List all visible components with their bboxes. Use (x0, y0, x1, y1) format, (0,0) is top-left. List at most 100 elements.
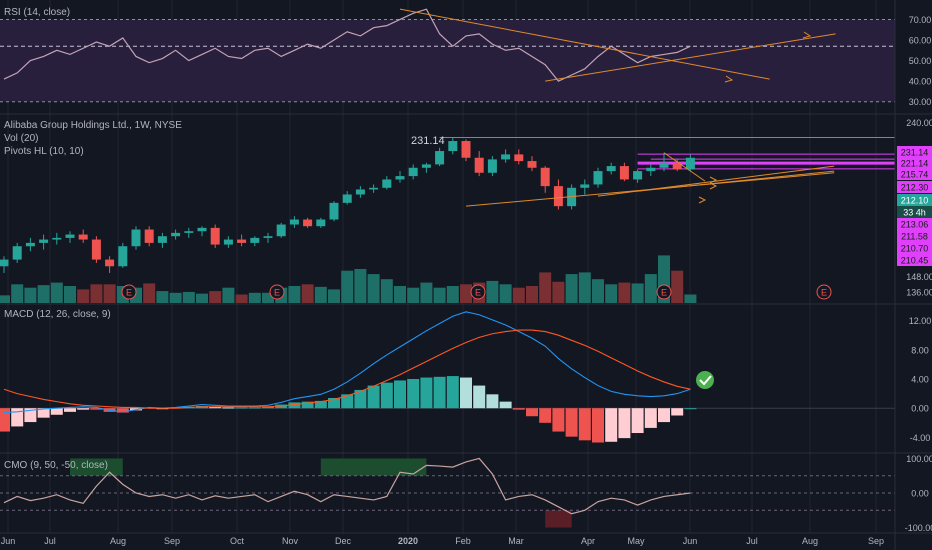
rsi-tick-label: 50.00 (909, 56, 932, 66)
candle-body[interactable] (461, 141, 471, 158)
candle-body[interactable] (408, 167, 418, 177)
candle-body[interactable] (514, 154, 524, 162)
price-tag-label: 212.10 (901, 196, 929, 206)
candle-body[interactable] (263, 236, 273, 238)
candle-body[interactable] (157, 236, 167, 243)
price-tag[interactable] (897, 157, 932, 169)
candle-body[interactable] (355, 189, 365, 195)
price-tag[interactable] (897, 230, 932, 242)
earnings-icon[interactable] (656, 284, 672, 300)
rsi-pane[interactable] (0, 8, 895, 103)
volume-bar (182, 291, 195, 303)
price-tag[interactable] (897, 218, 932, 230)
candle-body[interactable] (646, 167, 656, 172)
candlestick-series[interactable] (0, 137, 695, 273)
time-axis-label: Jul (746, 536, 758, 546)
price-trendlines[interactable] (465, 152, 835, 207)
candle-body[interactable] (78, 234, 88, 240)
candle-body[interactable] (448, 141, 458, 152)
cmo-line[interactable] (3, 457, 691, 515)
price-tag[interactable] (897, 242, 932, 254)
candle-body[interactable] (276, 224, 286, 237)
candle-body[interactable] (144, 229, 154, 243)
candle-body[interactable] (303, 219, 313, 227)
candle-body[interactable] (12, 246, 22, 260)
candle-body[interactable] (184, 231, 194, 233)
rsi-tick-label: 60.00 (909, 36, 932, 46)
earnings-icon[interactable] (470, 284, 486, 300)
candle-body[interactable] (65, 234, 75, 238)
candle-body[interactable] (435, 151, 445, 165)
candle-body[interactable] (342, 194, 352, 203)
candle-body[interactable] (39, 239, 49, 243)
price-tag[interactable] (897, 168, 932, 180)
earnings-icon[interactable] (816, 284, 832, 300)
candle-body[interactable] (237, 239, 247, 243)
candle-body[interactable] (131, 229, 141, 247)
candle-body[interactable] (672, 162, 682, 170)
rsi-trendline[interactable] (399, 8, 770, 80)
candle-body[interactable] (316, 219, 326, 227)
cmo-pane[interactable] (0, 457, 895, 528)
candle-body[interactable] (659, 162, 669, 168)
time-axis-label: Apr (581, 536, 595, 546)
candle-body[interactable] (171, 232, 181, 237)
candle-body[interactable] (197, 227, 207, 232)
candle-body[interactable] (223, 239, 233, 245)
earnings-icon[interactable] (269, 284, 285, 300)
candle-body[interactable] (619, 166, 629, 180)
candle-body[interactable] (501, 154, 511, 160)
rsi-tick-label: 30.00 (909, 97, 932, 107)
rsi-trendline[interactable] (545, 33, 836, 82)
trendline[interactable] (597, 165, 835, 197)
volume-bar (354, 269, 367, 303)
candle-body[interactable] (395, 176, 405, 180)
macd-line[interactable] (3, 311, 691, 414)
earnings-icon[interactable] (121, 284, 137, 300)
time-axis-label: Sep (868, 536, 884, 546)
candle-body[interactable] (527, 161, 537, 168)
time-axis[interactable]: Jun Jul Aug Sep Oct Nov Dec 2020 Feb Mar Apr May Jun… (1, 536, 884, 546)
price-tag[interactable] (897, 194, 932, 206)
candle-body[interactable] (606, 166, 616, 172)
candle-body[interactable] (52, 237, 62, 240)
price-tag[interactable] (897, 181, 932, 193)
price-tag-label: 213.06 (901, 220, 929, 230)
candle-body[interactable] (633, 171, 643, 180)
candle-body[interactable] (329, 202, 339, 220)
candle-body[interactable] (91, 239, 101, 260)
price-tag-label: 231.14 (901, 148, 929, 158)
candle-body[interactable] (25, 242, 35, 247)
candle-body[interactable] (105, 259, 115, 267)
price-tag-label: 210.45 (901, 256, 929, 266)
candle-body[interactable] (593, 171, 603, 185)
candle-body[interactable] (250, 237, 260, 243)
signal-line[interactable] (3, 329, 691, 409)
candle-body[interactable] (421, 164, 431, 168)
candle-body[interactable] (487, 159, 497, 173)
candle-body[interactable] (540, 167, 550, 187)
macd-histogram-bar (605, 408, 618, 442)
candle-body[interactable] (580, 184, 590, 188)
trendline[interactable] (465, 172, 835, 207)
candle-body[interactable] (118, 246, 128, 267)
macd-pane[interactable] (0, 311, 895, 443)
price-tag[interactable] (897, 254, 932, 266)
price-tag[interactable] (897, 146, 932, 158)
candle-body[interactable] (369, 187, 379, 190)
macd-histogram-bar (116, 408, 129, 413)
candle-body[interactable] (289, 219, 299, 225)
price-tick-label: 240.00 (906, 118, 932, 128)
candle-body[interactable] (0, 259, 9, 267)
candle-body[interactable] (382, 179, 392, 188)
price-tag[interactable] (897, 206, 932, 218)
rsi-line[interactable] (3, 8, 691, 82)
candle-body[interactable] (685, 157, 695, 170)
candle-body[interactable] (474, 157, 484, 173)
trendline[interactable] (663, 152, 706, 182)
candle-body[interactable] (210, 227, 220, 245)
candle-body[interactable] (553, 186, 563, 207)
